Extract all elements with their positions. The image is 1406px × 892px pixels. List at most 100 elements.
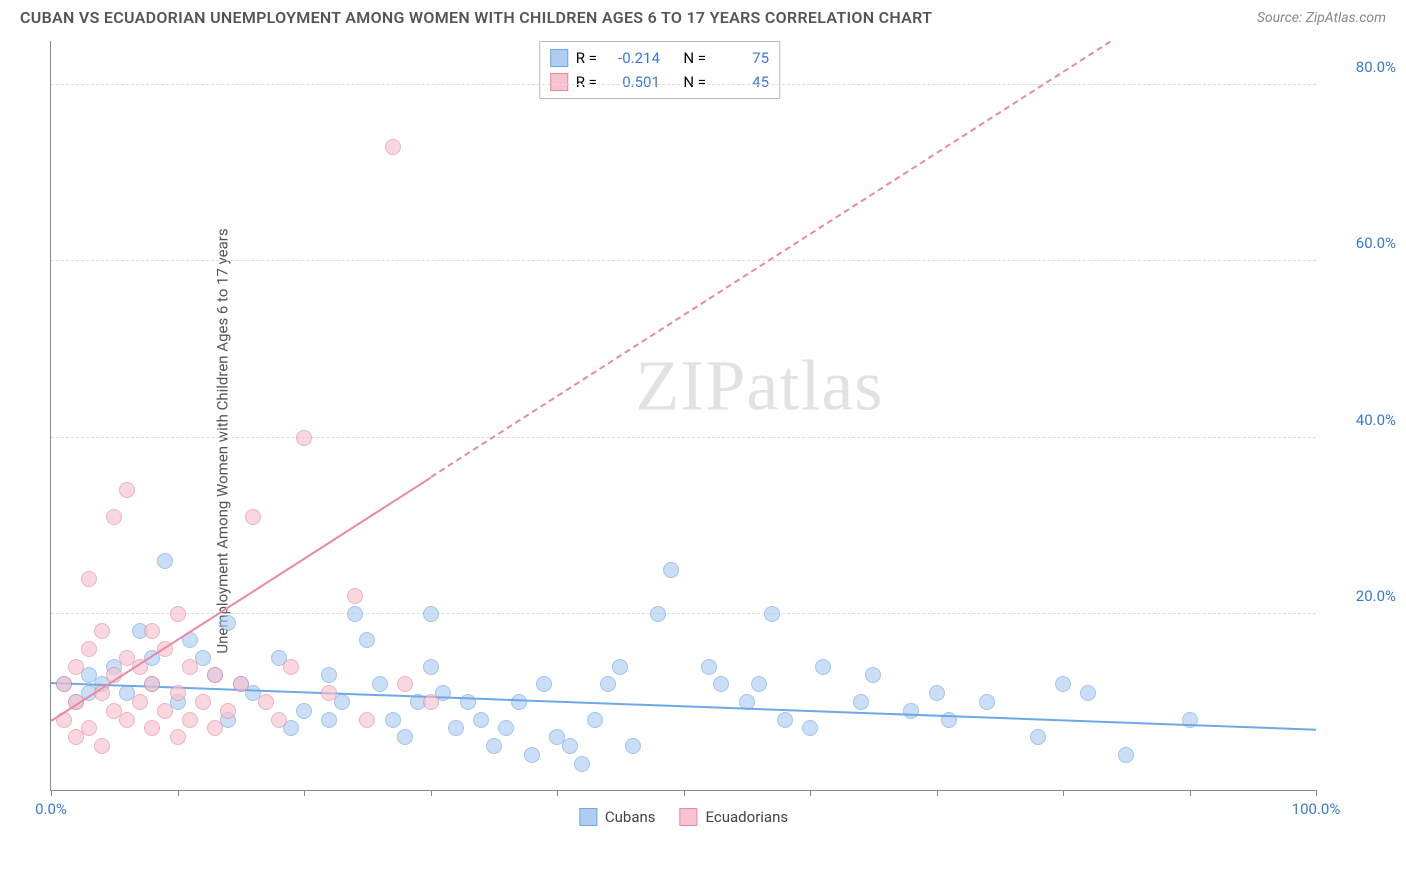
x-tick xyxy=(684,790,685,796)
x-tick xyxy=(178,790,179,796)
data-point xyxy=(119,712,135,728)
data-point xyxy=(498,720,514,736)
x-tick xyxy=(810,790,811,796)
data-point xyxy=(1118,747,1134,763)
data-point xyxy=(524,747,540,763)
data-point xyxy=(663,562,679,578)
legend-swatch-ecuadorians-icon xyxy=(680,808,698,826)
data-point xyxy=(574,756,590,772)
chart-title: CUBAN VS ECUADORIAN UNEMPLOYMENT AMONG W… xyxy=(20,8,932,27)
x-tick xyxy=(51,790,52,796)
x-tick-label: 100.0% xyxy=(1292,800,1341,818)
gridline xyxy=(51,260,1316,261)
data-point xyxy=(220,615,236,631)
data-point xyxy=(511,694,527,710)
data-point xyxy=(271,712,287,728)
data-point xyxy=(106,509,122,525)
watermark: ZIPatlas xyxy=(635,344,883,427)
data-point xyxy=(397,729,413,745)
data-point xyxy=(170,606,186,622)
gridline xyxy=(51,613,1316,614)
n-label: N = xyxy=(683,46,706,70)
data-point xyxy=(157,703,173,719)
data-point xyxy=(132,694,148,710)
legend-label-cubans: Cubans xyxy=(605,808,656,826)
data-point xyxy=(347,588,363,604)
x-tick xyxy=(1316,790,1317,796)
y-tick-label: 40.0% xyxy=(1326,411,1396,429)
data-point xyxy=(94,623,110,639)
data-point xyxy=(207,720,223,736)
x-tick xyxy=(937,790,938,796)
data-point xyxy=(170,685,186,701)
data-point xyxy=(170,729,186,745)
data-point xyxy=(94,738,110,754)
data-point xyxy=(385,139,401,155)
data-point xyxy=(473,712,489,728)
data-point xyxy=(701,659,717,675)
x-tick-label: 0.0% xyxy=(35,800,67,818)
plot-area: ZIPatlas R = -0.214 N = 75 R = 0.501 N =… xyxy=(50,41,1316,791)
data-point xyxy=(81,571,97,587)
r-value-ecuadorians: 0.501 xyxy=(605,70,660,94)
data-point xyxy=(233,676,249,692)
legend-label-ecuadorians: Ecuadorians xyxy=(706,808,789,826)
data-point xyxy=(245,509,261,525)
data-point xyxy=(979,694,995,710)
data-point xyxy=(359,712,375,728)
data-point xyxy=(119,482,135,498)
data-point xyxy=(815,659,831,675)
data-point xyxy=(144,623,160,639)
data-point xyxy=(397,676,413,692)
source-label: Source: ZipAtlas.com xyxy=(1257,10,1386,26)
data-point xyxy=(144,720,160,736)
data-point xyxy=(1030,729,1046,745)
data-point xyxy=(359,632,375,648)
x-tick xyxy=(557,790,558,796)
data-point xyxy=(751,676,767,692)
data-point xyxy=(321,667,337,683)
data-point xyxy=(220,703,236,719)
data-point xyxy=(423,606,439,622)
data-point xyxy=(321,712,337,728)
n-label: N = xyxy=(683,70,706,94)
data-point xyxy=(423,659,439,675)
legend-item-cubans: Cubans xyxy=(579,808,656,826)
stats-box: R = -0.214 N = 75 R = 0.501 N = 45 xyxy=(539,41,780,99)
data-point xyxy=(587,712,603,728)
data-point xyxy=(650,606,666,622)
data-point xyxy=(321,685,337,701)
bottom-legend: Cubans Ecuadorians xyxy=(579,808,788,826)
title-bar: CUBAN VS ECUADORIAN UNEMPLOYMENT AMONG W… xyxy=(0,0,1406,31)
data-point xyxy=(182,659,198,675)
swatch-cubans-icon xyxy=(550,49,568,67)
data-point xyxy=(283,659,299,675)
data-point xyxy=(777,712,793,728)
r-label: R = xyxy=(576,46,597,70)
y-tick-label: 60.0% xyxy=(1326,234,1396,252)
data-point xyxy=(929,685,945,701)
data-point xyxy=(903,703,919,719)
data-point xyxy=(144,676,160,692)
data-point xyxy=(536,676,552,692)
gridline xyxy=(51,84,1316,85)
data-point xyxy=(157,553,173,569)
x-tick xyxy=(1063,790,1064,796)
y-tick-label: 80.0% xyxy=(1326,58,1396,76)
data-point xyxy=(600,676,616,692)
data-point xyxy=(296,430,312,446)
data-point xyxy=(296,703,312,719)
swatch-ecuadorians-icon xyxy=(550,73,568,91)
data-point xyxy=(81,641,97,657)
r-label: R = xyxy=(576,70,597,94)
data-point xyxy=(385,712,401,728)
data-point xyxy=(802,720,818,736)
x-tick xyxy=(304,790,305,796)
x-tick xyxy=(1190,790,1191,796)
gridline xyxy=(51,437,1316,438)
n-value-cubans: 75 xyxy=(714,46,769,70)
data-point xyxy=(1055,676,1071,692)
data-point xyxy=(853,694,869,710)
stats-row-cubans: R = -0.214 N = 75 xyxy=(550,46,769,70)
data-point xyxy=(486,738,502,754)
